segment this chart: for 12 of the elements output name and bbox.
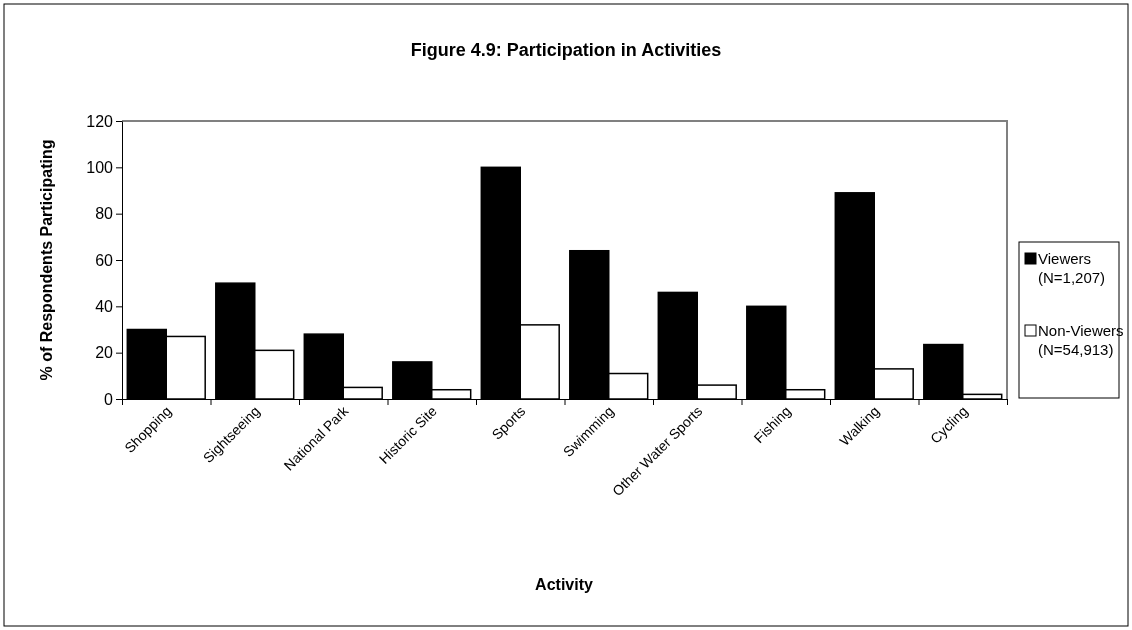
y-tick-label: 20	[95, 344, 114, 362]
y-tick-label: 40	[95, 297, 114, 315]
x-axis-title: Activity	[535, 576, 593, 593]
y-tick-label: 80	[95, 205, 114, 223]
legend-label: Non-Viewers (N=54,913)	[1038, 322, 1124, 358]
y-tick-label: 100	[86, 158, 114, 176]
legend-label: Viewers (N=1,207)	[1038, 250, 1106, 286]
chart-title: Figure 4.9: Participation in Activities	[410, 40, 722, 60]
y-tick-label: 0	[104, 390, 114, 408]
y-tick-label: 60	[95, 251, 114, 269]
y-axis-title: % of Respondents Participating	[38, 139, 55, 381]
y-tick-label: 120	[86, 112, 114, 130]
